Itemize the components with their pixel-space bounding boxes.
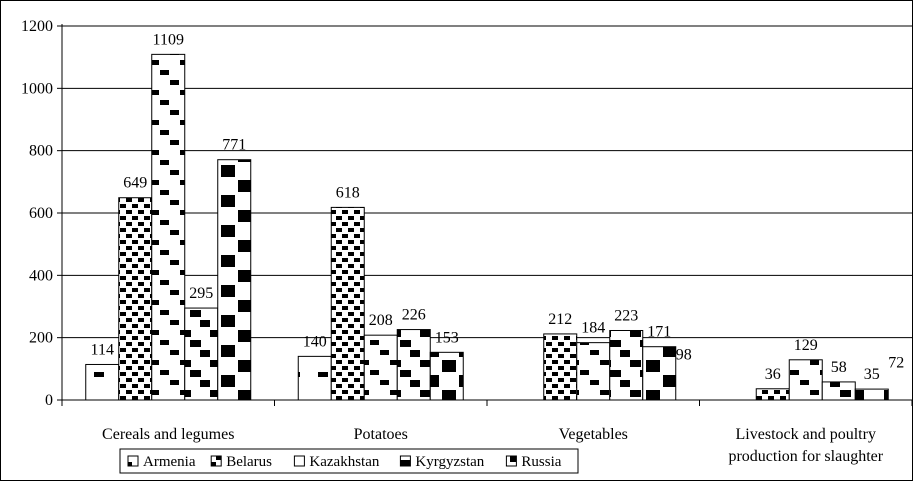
bar-kazakhstan — [788, 359, 823, 401]
legend-label: Armenia — [143, 454, 196, 470]
bar-kazakhstan — [363, 334, 398, 401]
data-label: 1109 — [153, 31, 184, 48]
bar-series — [85, 53, 889, 401]
data-label: 72 — [888, 355, 904, 372]
data-label: 295 — [189, 285, 213, 302]
data-label: 223 — [614, 307, 638, 324]
bar-belarus — [755, 388, 790, 401]
category-label: Vegetables — [559, 426, 628, 443]
data-label: 171 — [647, 324, 671, 341]
y-tick-label: 1200 — [21, 18, 53, 35]
data-label: 140 — [303, 333, 327, 350]
data-label: 212 — [548, 311, 572, 328]
legend-swatch-russia — [505, 455, 517, 467]
y-tick-label: 1000 — [21, 80, 53, 97]
data-label: 618 — [336, 184, 360, 201]
legend-swatch-kyrgyzstan — [399, 455, 411, 467]
data-label: 184 — [581, 320, 605, 337]
category-label-line: production for slaughter — [728, 448, 883, 465]
data-label: 98 — [676, 346, 692, 363]
bar-kyrgyzstan — [821, 381, 856, 401]
category-label: Potatoes — [354, 426, 408, 443]
y-tick-label: 200 — [29, 330, 53, 347]
legend-swatch-kazakhstan — [293, 455, 305, 467]
y-tick-label: 800 — [29, 143, 53, 160]
data-label: 153 — [435, 329, 459, 346]
legend-label: Belarus — [226, 454, 272, 470]
legend-swatch-armenia — [127, 455, 139, 467]
bar-kazakhstan — [151, 53, 186, 401]
legend-box — [119, 448, 579, 474]
data-label: 129 — [794, 337, 818, 354]
y-tick-label: 0 — [45, 392, 53, 409]
bar-russia — [854, 388, 889, 401]
bar-belarus — [543, 333, 578, 401]
data-label: 36 — [765, 366, 781, 383]
bar-belarus — [118, 197, 153, 401]
data-label: 771 — [222, 137, 246, 154]
category-label-line: Vegetables — [559, 426, 628, 443]
data-label: 208 — [369, 312, 393, 329]
y-tick-label: 600 — [29, 205, 53, 222]
legend-swatch-belarus — [210, 455, 222, 467]
legend: Armenia Belarus Kazakhstan Kyrgyzstan Russia — [119, 448, 579, 474]
data-label: 649 — [123, 175, 147, 192]
category-label: Cereals and legumes — [102, 426, 234, 443]
bar-kyrgyzstan — [184, 307, 219, 401]
bar-kazakhstan — [576, 342, 611, 401]
bar-russia — [217, 159, 252, 401]
bar-russia — [429, 351, 464, 401]
legend-label: Russia — [521, 454, 561, 470]
category-labels: Cereals and legumes Potatoes Vegetables Liv… — [102, 426, 884, 465]
data-label: 35 — [864, 366, 880, 383]
category-label-line: Potatoes — [354, 426, 408, 443]
bar-belarus — [330, 206, 365, 401]
category-label-line: Cereals and legumes — [102, 426, 234, 443]
data-label: 114 — [91, 341, 114, 358]
data-label: 58 — [831, 359, 847, 376]
category-label-line: Livestock and poultry — [736, 426, 876, 443]
category-label: Livestock and poultry production for slau… — [728, 426, 883, 465]
legend-label: Kyrgyzstan — [415, 454, 484, 470]
data-label: 226 — [402, 307, 426, 324]
y-tick-label: 400 — [29, 267, 53, 284]
bar-kyrgyzstan — [609, 329, 644, 401]
legend-label: Kazakhstan — [309, 454, 379, 470]
bar-armenia — [297, 355, 332, 401]
data-labels: 114 649 1109 295 771 140 618 208 226 153 212 184 223… — [91, 31, 905, 383]
bar-armenia — [85, 363, 120, 401]
bar-russia — [642, 346, 677, 401]
bar-kyrgyzstan — [396, 329, 431, 401]
